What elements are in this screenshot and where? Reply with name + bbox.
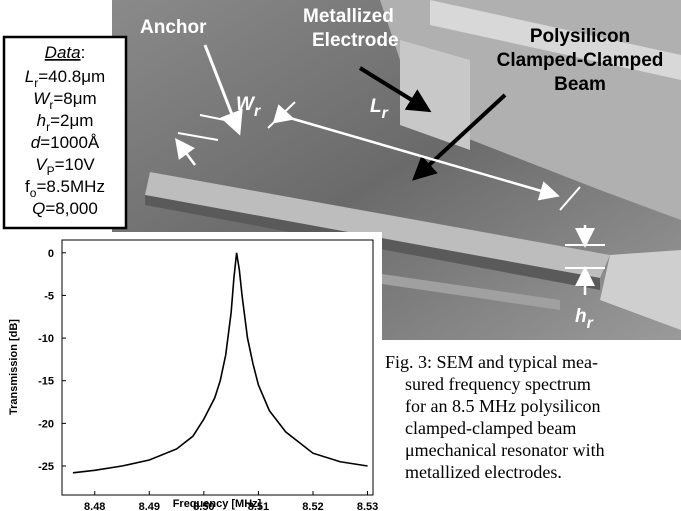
height-label: hr (575, 306, 594, 332)
value: =10V (55, 155, 96, 174)
caption-line: for an 8.5 MHz polysilicon (405, 396, 600, 416)
x-tick-label: 8.50 (193, 501, 214, 511)
caption-line: μmechanical resonator with (405, 440, 605, 460)
value: =2μm (50, 111, 93, 130)
x-tick-label: 8.49 (139, 501, 160, 511)
x-tick-label: 8.53 (357, 501, 378, 511)
anchor-label: Anchor (140, 17, 207, 38)
symbol: V (35, 155, 48, 174)
symbol: L (25, 67, 34, 86)
symbol: h (575, 306, 587, 327)
subscript: r (382, 105, 389, 122)
y-tick-label: 0 (48, 248, 54, 260)
width-label: Wr (236, 94, 261, 120)
data-box: Data: Lr=40.8μmWr=8μmhr=2μmd=1000ÅVP=10V… (2, 35, 128, 230)
symbol: L (370, 96, 382, 117)
data-line: fo=8.5MHz (25, 177, 105, 200)
beam-label: Polysilicon (530, 26, 630, 47)
y-tick-label: -20 (38, 418, 54, 430)
subscript: r (49, 98, 53, 112)
caption-line: Fig. 3: SEM and typical mea- (385, 352, 598, 372)
subscript: r (254, 103, 261, 120)
symbol: d (31, 133, 41, 152)
subscript: P (47, 164, 55, 178)
data-line: VP=10V (35, 155, 95, 178)
subscript: r (587, 315, 594, 332)
beam-label: Beam (554, 74, 606, 95)
y-tick-label: -10 (38, 333, 54, 345)
caption-line: metallized electrodes. (405, 462, 562, 482)
data-line: Lr=40.8μm (25, 67, 105, 90)
subscript: o (30, 186, 37, 200)
data-line: hr=2μm (37, 111, 94, 134)
annotations (175, 44, 605, 295)
length-label: Lr (370, 96, 389, 122)
value: =1000Å (40, 133, 100, 152)
data-line: d=1000Å (31, 133, 100, 152)
data-box-title: Data: (45, 43, 86, 62)
title: Data (45, 43, 81, 62)
symbol: f (25, 177, 30, 196)
plot-frame (61, 239, 374, 496)
subscript: r (34, 76, 38, 90)
symbol: Q (32, 199, 45, 218)
symbol: W (33, 89, 51, 108)
caption: Fig. 3: SEM and typical mea-sured freque… (385, 352, 605, 482)
y-tick-label: -5 (44, 290, 54, 302)
subscript: r (46, 120, 50, 134)
x-tick-label: 8.51 (248, 501, 269, 511)
value: =8μm (53, 89, 96, 108)
y-tick-label: -15 (38, 376, 54, 388)
y-tick-label: -25 (38, 461, 54, 473)
x-tick-label: 8.48 (84, 501, 105, 511)
beam-label: Clamped-Clamped (497, 50, 664, 71)
symbol: h (37, 111, 46, 130)
value: =8.5MHz (36, 177, 105, 196)
electrode-label: Electrode (312, 30, 399, 51)
spectrum-line (72, 252, 368, 474)
data-line: Wr=8μm (33, 89, 96, 112)
data-line: Q=8,000 (32, 199, 98, 218)
value: =8,000 (45, 199, 97, 218)
caption-line: clamped-clamped beam (405, 418, 576, 438)
y-axis-label: Transmission [dB] (8, 319, 20, 415)
x-tick-label: 8.52 (302, 501, 323, 511)
electrode-label: Metallized (303, 6, 394, 27)
x-axis-label: Frequency [MHz] (173, 498, 262, 510)
symbol: W (236, 94, 256, 115)
value: =40.8μm (38, 67, 105, 86)
caption-line: sured frequency spectrum (405, 374, 591, 394)
colon: : (81, 43, 86, 62)
chart-background (0, 232, 382, 511)
